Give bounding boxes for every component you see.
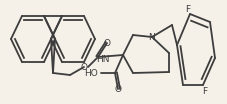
- Text: F: F: [202, 87, 207, 97]
- Text: HN: HN: [96, 56, 109, 64]
- Text: F: F: [185, 4, 190, 14]
- Text: O: O: [114, 84, 121, 93]
- Text: N: N: [148, 32, 155, 41]
- Text: HO: HO: [84, 69, 98, 77]
- Text: O: O: [80, 63, 87, 72]
- Text: O: O: [103, 38, 110, 48]
